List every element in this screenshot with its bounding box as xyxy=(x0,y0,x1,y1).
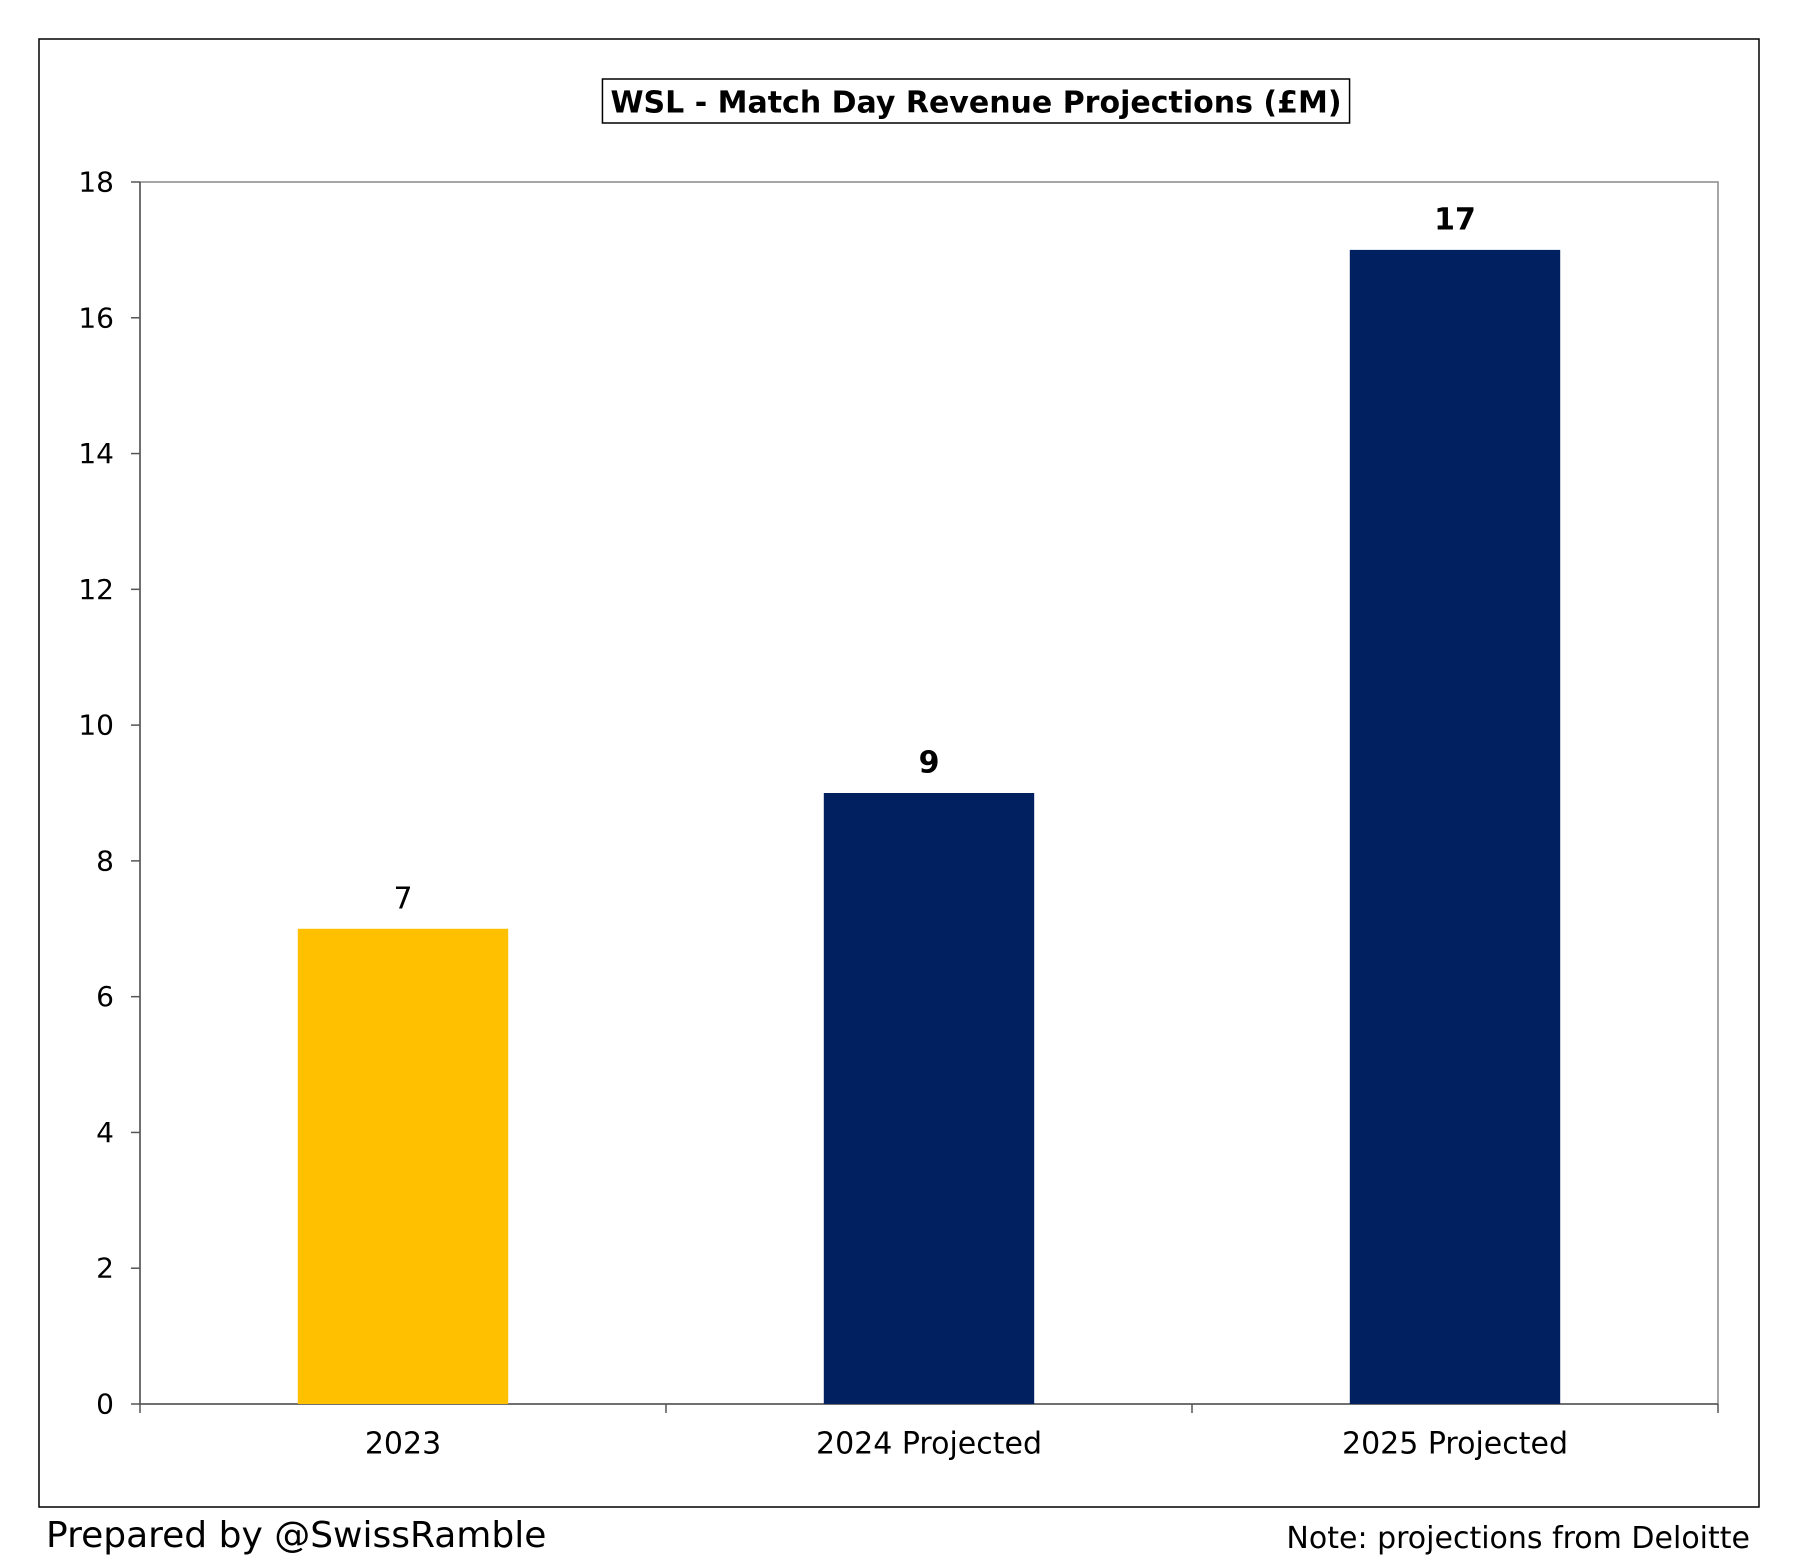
y-tick-label: 10 xyxy=(78,709,114,742)
chart-title: WSL - Match Day Revenue Projections (£M) xyxy=(610,86,1341,121)
data-labels: 7 9 17 xyxy=(393,202,1475,916)
bars xyxy=(297,249,1561,1404)
x-category-label: 2024 Projected xyxy=(816,1427,1042,1462)
x-category-label: 2025 Projected xyxy=(1342,1427,1568,1462)
bar-2023 xyxy=(297,928,509,1404)
y-tick-label: 18 xyxy=(78,166,114,199)
bar-2025-projected xyxy=(1349,249,1561,1404)
bar-value-label: 9 xyxy=(919,746,940,781)
y-tick-label: 0 xyxy=(96,1388,114,1421)
bar-value-label: 7 xyxy=(393,881,412,916)
chart-title-frame xyxy=(601,78,1351,124)
y-tick-label: 2 xyxy=(96,1252,114,1285)
y-tick-label: 12 xyxy=(78,573,114,606)
bar-2024-projected xyxy=(823,793,1035,1404)
footer-credit: Prepared by @SwissRamble xyxy=(46,1515,547,1556)
y-tick-label: 14 xyxy=(78,437,114,470)
y-tick-label: 6 xyxy=(96,980,114,1013)
y-tick-label: 16 xyxy=(78,301,114,334)
y-axis: 0 2 4 6 8 10 12 14 16 18 xyxy=(78,166,141,1421)
y-tick-label: 4 xyxy=(96,1116,114,1149)
y-tick-label: 8 xyxy=(96,844,114,877)
footer-note: Note: projections from Deloitte xyxy=(1286,1521,1750,1556)
x-category-label: 2023 xyxy=(365,1427,441,1462)
chart-title-box: WSL - Match Day Revenue Projections (£M) xyxy=(601,78,1351,124)
bar-value-label: 17 xyxy=(1434,202,1476,237)
